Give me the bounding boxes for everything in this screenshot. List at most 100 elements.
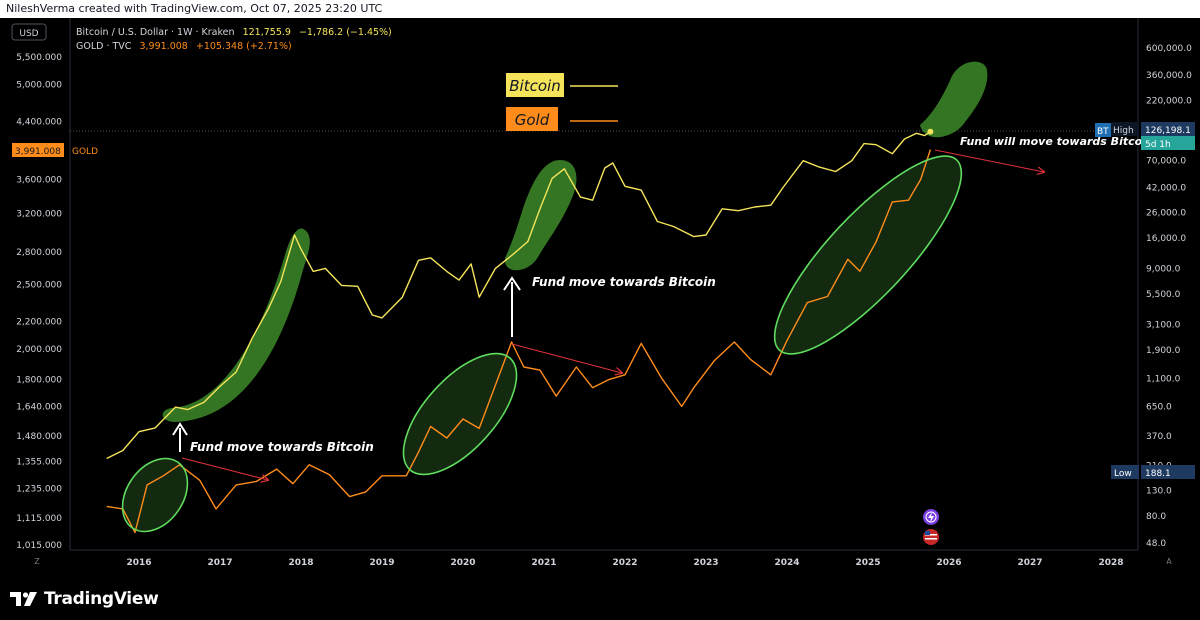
left-axis-tick-label: 5,500.000 [16,53,62,63]
legend-bitcoin-name: Bitcoin / U.S. Dollar · 1W · Kraken [76,27,235,38]
left-axis-tick-label: 3,200.000 [16,209,62,219]
time-axis-tick-label: 2023 [693,558,718,568]
currency-button-label: USD [19,29,38,39]
left-axis-ticks: 5,500.000 5,000.000 4,400.000 3,600.000 3,20… [16,53,62,551]
left-axis-tick-label: 2,500.000 [16,281,62,291]
right-axis-tick-label: 130.0 [1146,487,1172,497]
gold-rally-outline-2016 [121,457,189,533]
axis-corner-right[interactable]: A [1166,557,1172,566]
left-axis-tick-label: 5,000.000 [16,81,62,91]
rally-highlight-2021 [504,160,577,271]
tradingview-logo[interactable]: TradingView [10,586,159,612]
annotation-fund-move-2020: Fund move towards Bitcoin [532,275,716,289]
right-axis-tick-label: 360,000.0 [1146,71,1192,81]
tradingview-logo-icon [10,592,37,606]
tradingview-logo-text: TradingView [44,589,159,609]
legend-gold-change: +105.348 (+2.71%) [196,41,292,52]
time-axis-tick-label: 2022 [612,558,637,568]
rotation-arrow-2020 [511,343,622,373]
left-axis-tick-label: 1,800.000 [16,376,62,386]
left-axis-tick-label: 1,355.000 [16,458,62,468]
bitcoin-label-text: Bitcoin [509,77,560,95]
high-tag-value: 126,198.1 [1145,126,1191,136]
us-flag-event-icon[interactable] [923,529,939,545]
left-axis-tick-label: 1,235.000 [16,484,62,494]
lightning-event-icon[interactable] [923,509,939,525]
gold-price-tag: 3,991.008 GOLD [12,143,98,157]
right-axis-tick-label: 16,000.0 [1146,234,1186,244]
countdown-tag-value: 5d 1h [1145,140,1171,150]
right-axis-tick-label: 600,000.0 [1146,44,1192,54]
gold-series-line[interactable] [106,149,932,534]
series-legend: Bitcoin / U.S. Dollar · 1W · Kraken 121,… [76,27,392,52]
high-price-tag: BT High 126,198.1 [1095,122,1195,137]
fund-flow-arrows [172,276,521,452]
annotation-fund-will-move: Fund will move towards Bitcoin [960,135,1154,148]
gold-rally-outline-2025 [773,155,963,355]
bitcoin-label-box: Bitcoin [506,73,618,97]
price-chart[interactable]: USD Bitcoin / U.S. Dollar · 1W · Kraken … [0,18,1200,578]
time-axis-tick-label: 2027 [1017,558,1042,568]
gold-rally-fill-2025 [774,156,962,354]
time-axis-tick-label: 2019 [369,558,394,568]
gold-label-text: Gold [515,111,550,129]
svg-text:GOLD · TVC 3,991.008: GOLD · TVC 3,991.008 +105.348 (+2.71%) [76,41,292,52]
fund-arrow-2016 [172,422,188,452]
rotation-arrows [181,149,1044,480]
gold-rally-outlines [121,155,963,533]
time-axis-tick-label: 2026 [936,558,961,568]
right-axis-tick-label: 220,000.0 [1146,97,1192,107]
low-price-tag: Low 188.1 [1111,465,1195,479]
gold-rally-fill-2020 [403,353,517,475]
axis-corner-left[interactable]: Z [34,557,40,566]
right-axis-tick-label: 48.0 [1146,539,1166,549]
rally-highlight-2017 [162,228,310,422]
time-axis-tick-label: 2021 [531,558,556,568]
rally-highlight-2025 [920,61,988,138]
high-tag-label: High [1113,126,1134,136]
gold-price-tag-value: 3,991.008 [15,147,61,157]
time-axis-tick-label: 2024 [774,558,799,568]
svg-text:Bitcoin / U.S. Dollar · 1W · K: Bitcoin / U.S. Dollar · 1W · Kraken 121,… [76,27,392,38]
left-axis-tick-label: 1,640.000 [16,402,62,412]
currency-button[interactable]: USD [11,23,47,41]
time-axis-tick-label: 2016 [126,558,151,568]
right-axis-tick-label: 80.0 [1146,512,1166,522]
gold-label-box: Gold [506,107,618,131]
time-axis-tick-label: 2017 [207,558,232,568]
left-axis-tick-label: 1,115.000 [16,514,62,524]
annotation-fund-move-2016: Fund move towards Bitcoin [190,440,374,454]
right-axis-tick-label: 42,000.0 [1146,184,1186,194]
legend-bitcoin-change: −1,786.2 (−1.45%) [299,27,392,38]
right-axis-tick-label: 26,000.0 [1146,209,1186,219]
left-axis-tick-label: 2,000.000 [16,345,62,355]
rotation-arrow-2016 [181,457,268,480]
legend-bitcoin-last: 121,755.9 [243,27,291,38]
low-tag-value: 188.1 [1145,469,1171,479]
right-axis-tick-label: 70,000.0 [1146,157,1186,167]
bitcoin-series-line[interactable] [106,131,931,460]
time-axis-tick-label: 2020 [450,558,475,568]
left-axis-tick-label: 2,200.000 [16,318,62,328]
fund-arrow-2020 [503,276,521,337]
btc-tag-symbol: BT [1097,127,1109,137]
right-axis-tick-label: 5,500.0 [1146,290,1181,300]
time-axis-tick-label: 2028 [1098,558,1123,568]
left-axis-tick-label: 1,480.000 [16,432,62,442]
left-axis-tick-label: 2,800.000 [16,248,62,258]
right-axis-ticks: 600,000.0 360,000.0 220,000.0 70,000.0 42,00… [1146,44,1192,549]
right-axis-tick-label: 1,100.0 [1146,375,1181,385]
time-axis-tick-label: 2018 [288,558,313,568]
right-axis-tick-label: 3,100.0 [1146,320,1181,330]
right-axis-tick-label: 650.0 [1146,402,1172,412]
chart-credit-bar: NileshVerma created with TradingView.com… [0,0,1200,18]
event-icons[interactable] [923,509,939,545]
time-axis-tick-label: 2025 [855,558,880,568]
time-axis-ticks: 2016 2017 2018 2019 2020 2021 2022 2023 2024 2025… [126,558,1123,568]
legend-gold-name: GOLD · TVC [76,41,132,52]
created-by-text: NileshVerma created with TradingView.com… [6,2,383,15]
right-axis-tick-label: 1,900.0 [1146,346,1181,356]
left-axis-tick-label: 4,400.000 [16,117,62,127]
countdown-tag: 5d 1h [1141,136,1195,150]
bitcoin-last-point [927,128,934,135]
